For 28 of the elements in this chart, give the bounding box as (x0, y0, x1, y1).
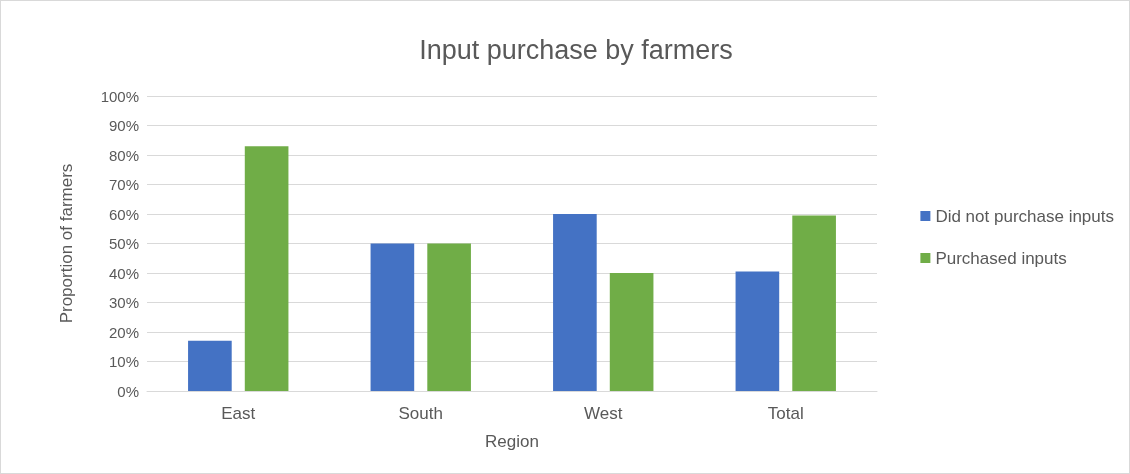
bar (427, 243, 471, 391)
y-tick-label: 100% (100, 87, 139, 105)
y-tick-label: 60% (108, 205, 139, 223)
bar (370, 243, 415, 391)
chart-title: Input purchase by farmers (419, 34, 733, 65)
y-tick-label: 0% (117, 382, 139, 400)
y-tick-label: 80% (108, 146, 139, 164)
legend-label: Did not purchase inputs (935, 206, 1114, 226)
y-tick-label: 10% (108, 353, 139, 370)
x-tick-label: West (584, 404, 623, 423)
legend-label: Purchased inputs (935, 248, 1067, 268)
x-tick-label: South (398, 404, 443, 423)
bar (244, 146, 289, 391)
bar (188, 340, 232, 391)
y-tick-label: 40% (108, 264, 139, 282)
y-tick-label: 70% (108, 176, 139, 193)
y-tick-label: 30% (108, 294, 139, 311)
bar (735, 271, 780, 391)
y-tick-label: 90% (108, 117, 139, 134)
x-axis-title: Region (485, 432, 539, 451)
x-tick-label: East (221, 404, 256, 423)
x-tick-label: Total (767, 404, 804, 423)
y-axis-title: Proportion of farmers (57, 163, 76, 324)
y-tick-label: 20% (108, 323, 139, 341)
bar (792, 215, 836, 391)
y-tick-label: 50% (108, 235, 139, 252)
bar (553, 214, 597, 391)
bar (609, 273, 654, 391)
